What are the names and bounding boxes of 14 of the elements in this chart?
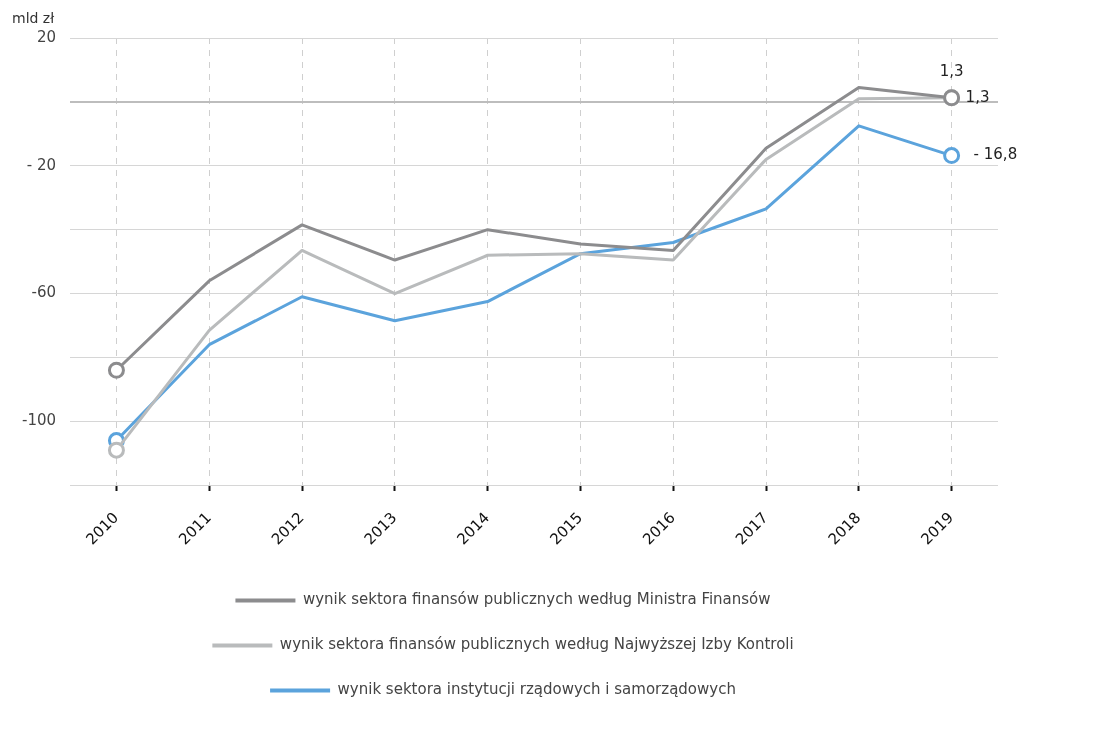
legend-label: wynik sektora instytucji rządowych i samorządowych (337, 680, 736, 699)
y-tick-label: -100 (22, 411, 57, 430)
y-tick-label: -60 (31, 283, 57, 302)
legend-label: wynik sektora finansów publicznych według Najwyższej Izby Kontroli (279, 635, 794, 654)
data-label: 1,3 (965, 87, 990, 106)
point (107, 441, 125, 459)
legend-label: wynik sektora finansów publicznych według Ministra Finansów (302, 590, 771, 609)
point (107, 361, 125, 379)
y-tick-label: - 20 (26, 155, 57, 174)
data-label: - 16,8 (973, 145, 1018, 164)
y-axis-title: mld zł (12, 9, 55, 26)
y-tick-label: 20 (36, 27, 57, 46)
point (943, 147, 961, 165)
data-label: 1,3 (939, 62, 964, 81)
